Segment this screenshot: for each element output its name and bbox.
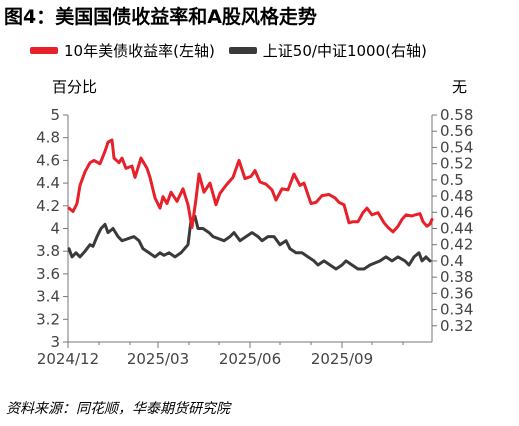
left-tick-label: 4.6 (36, 151, 60, 169)
right-tick-label: 0.4 (440, 252, 464, 270)
left-tick-label: 4 (50, 220, 60, 238)
legend: 10年美债收益率(左轴) 上证50/中证1000(右轴) (30, 40, 427, 61)
series-line-sse50-csi1000-ratio (67, 214, 432, 271)
legend-swatch-series2 (228, 47, 257, 54)
left-tick-label: 3.2 (36, 310, 60, 328)
x-tick-label: 2025/06 (219, 350, 281, 368)
legend-item-series1: 10年美债收益率(左轴) (30, 40, 215, 61)
legend-swatch-series1 (30, 47, 58, 54)
left-tick-label: 3 (50, 333, 60, 351)
left-tick-label: 3.6 (36, 265, 60, 283)
right-tick-label: 0.32 (440, 317, 473, 335)
left-tick-label: 3.8 (36, 242, 60, 260)
source-note: 资料来源：同花顺，华泰期货研究院 (6, 401, 230, 417)
series-line-us-10y-yield (67, 138, 434, 234)
left-axis-unit: 百分比 (52, 78, 98, 96)
right-tick-label: 0.48 (440, 187, 473, 205)
legend-label-series2: 上证50/中证1000(右轴) (262, 42, 427, 60)
left-tick-label: 4.4 (36, 174, 60, 192)
right-tick-label: 0.44 (440, 220, 473, 238)
right-tick-label: 0.58 (440, 106, 473, 124)
right-axis-unit: 无 (452, 78, 468, 96)
right-tick-label: 0.54 (440, 138, 473, 156)
right-tick-label: 0.5 (440, 171, 464, 189)
left-tick-label: 4.2 (36, 197, 60, 215)
right-tick-label: 0.42 (440, 236, 473, 254)
left-tick-label: 4.8 (36, 129, 60, 147)
legend-item-series2: 上证50/中证1000(右轴) (228, 40, 427, 61)
x-tick-label: 2025/03 (127, 350, 189, 368)
right-tick-label: 0.52 (440, 155, 473, 173)
right-tick-label: 0.46 (440, 203, 473, 221)
left-tick-label: 3.4 (36, 288, 60, 306)
left-tick-label: 5 (50, 106, 60, 124)
right-tick-label: 0.34 (440, 301, 473, 319)
legend-label-series1: 10年美债收益率(左轴) (64, 42, 215, 60)
chart-title: 图4：美国国债收益率和A股风格走势 (4, 6, 317, 28)
x-tick-label: 2025/09 (311, 350, 373, 368)
right-tick-label: 0.38 (440, 268, 473, 286)
right-tick-label: 0.56 (440, 122, 473, 140)
x-tick-label: 2024/12 (37, 350, 99, 368)
right-tick-label: 0.36 (440, 284, 473, 302)
